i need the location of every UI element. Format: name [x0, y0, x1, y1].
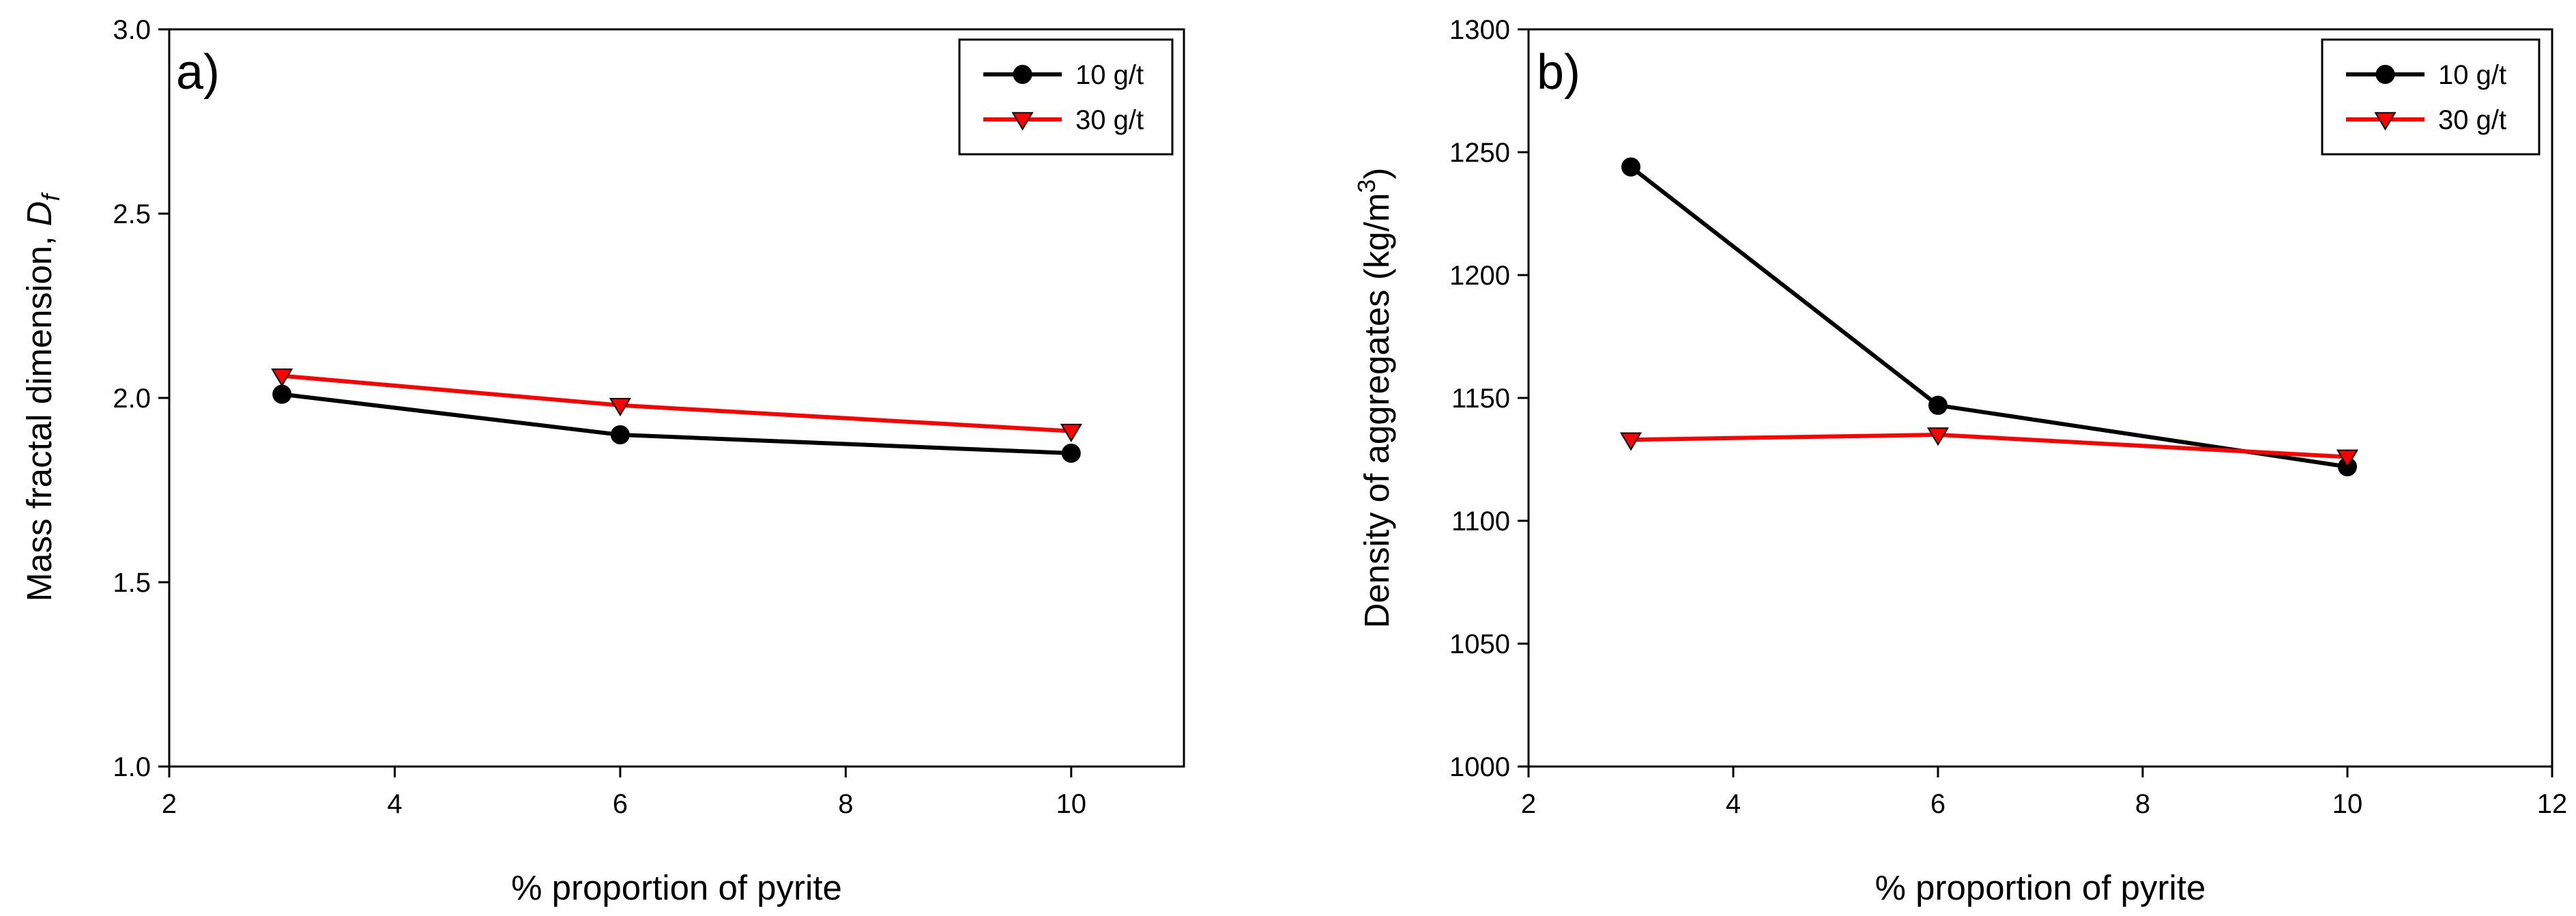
panel-b-series-line [1630, 165, 2348, 469]
panel-a-y-axis-title: Mass fractal dimension, Df [20, 192, 65, 602]
panel-a-legend: 10 g/t 30 g/t [958, 38, 1174, 156]
panel-a-y-axis-title-subscript: f [37, 192, 65, 201]
panel-a-x-tick-label: 10 [1056, 789, 1087, 819]
panel-a-legend-swatch-marker [1011, 112, 1034, 131]
panel-a-data-point [610, 425, 630, 444]
panel-b-series-line [1630, 432, 2348, 459]
panel-b-y-tick-label: 1250 [1449, 138, 1510, 168]
panel-b-data-point [1926, 427, 1950, 446]
panel-a-y-tick-label: 2.5 [113, 199, 151, 229]
panel-b-y-axis-title: Density of aggregates (kg/m3) [1352, 168, 1396, 629]
panel-b-y-tick-label: 1050 [1449, 629, 1510, 659]
panel-a-data-point [1061, 444, 1081, 463]
panel-b-x-tick-label: 6 [1930, 789, 1945, 819]
panel-a-y-tick-label: 1.5 [113, 568, 151, 598]
panel-b-data-point [2336, 449, 2359, 468]
panel-a-y-axis-title-symbol: D [20, 201, 59, 227]
panel-a-legend-swatch-marker [1013, 65, 1032, 84]
panel-b-panel-label: b) [1537, 45, 1580, 100]
panel-b-legend-box [2321, 38, 2541, 156]
panel-a-data-point [271, 368, 293, 387]
panel-b-y-tick-label: 1000 [1449, 752, 1510, 782]
panel-b-legend-label: 10 g/t [2438, 60, 2506, 90]
panel-b-series-10-g-t [1621, 157, 2357, 476]
panel-b-x-tick-label: 2 [1521, 789, 1536, 819]
panel-b-data-point [1621, 157, 1640, 177]
panel-b-y-tick-label: 1100 [1451, 506, 1510, 536]
panel-a: 2 4 6 8 10 1.0 1.5 2.0 2.5 3.0 % proportion of pyr… [20, 15, 1185, 907]
panel-b-legend-swatch-marker [2375, 65, 2395, 84]
panel-b-y-tick-label: 1300 [1449, 15, 1510, 45]
panel-a-y-tick-label: 3.0 [113, 15, 151, 45]
panel-a-legend-label: 30 g/t [1075, 105, 1144, 135]
panel-a-series-30-g-t [271, 368, 1082, 442]
panel-b-data-point [1928, 395, 1948, 415]
panel-b-x-tick-label: 4 [1726, 789, 1741, 819]
panel-b-x-tick-label: 12 [2537, 789, 2568, 819]
panel-a-x-tick-label: 8 [838, 789, 853, 819]
panel-a-x-tick-label: 6 [613, 789, 628, 819]
panel-b-y-tick-label: 1200 [1449, 261, 1510, 291]
panel-b-data-point [1619, 432, 1642, 451]
panel-a-x-tick-label: 2 [162, 789, 177, 819]
panel-a-data-point [609, 398, 631, 417]
panel-a-y-tick-label: 1.0 [113, 752, 151, 782]
panel-b-y-axis-title-text: Density of aggregates (kg/m [1357, 193, 1396, 629]
panel-a-legend-box [958, 38, 1174, 156]
panel-b-x-axis-title: % proportion of pyrite [1875, 868, 2206, 907]
panel-a-x-tick-label: 4 [387, 789, 402, 819]
panel-b-legend-label: 30 g/t [2438, 105, 2506, 135]
panel-b-x-tick-label: 10 [2332, 789, 2363, 819]
panel-b-y-axis-title-superscript: 3 [1352, 180, 1380, 193]
panel-a-y-tick-label: 2.0 [113, 384, 151, 414]
panel-b-series-30-g-t [1619, 427, 2359, 468]
panel-a-data-point [1060, 423, 1082, 442]
panel-a-series-10-g-t [272, 384, 1081, 463]
panel-a-series-line [281, 373, 1071, 433]
panel-a-x-axis-title: % proportion of pyrite [511, 868, 842, 907]
panel-b: 2 4 6 8 10 12 1000 1050 1100 1150 1200 1250 1300 % pr… [1352, 15, 2567, 907]
panel-a-y-axis-title-text: Mass fractal dimension, [20, 226, 59, 601]
panel-a-panel-label: a) [176, 45, 220, 100]
panel-a-legend-label: 10 g/t [1075, 60, 1144, 90]
panel-b-legend-swatch-marker [2374, 112, 2397, 131]
panel-a-data-point [272, 384, 292, 404]
panel-b-y-axis-title-end: ) [1357, 168, 1396, 180]
panel-b-y-tick-label: 1150 [1451, 384, 1510, 414]
panel-b-legend: 10 g/t 30 g/t [2321, 38, 2541, 156]
panel-b-x-tick-label: 8 [2135, 789, 2150, 819]
